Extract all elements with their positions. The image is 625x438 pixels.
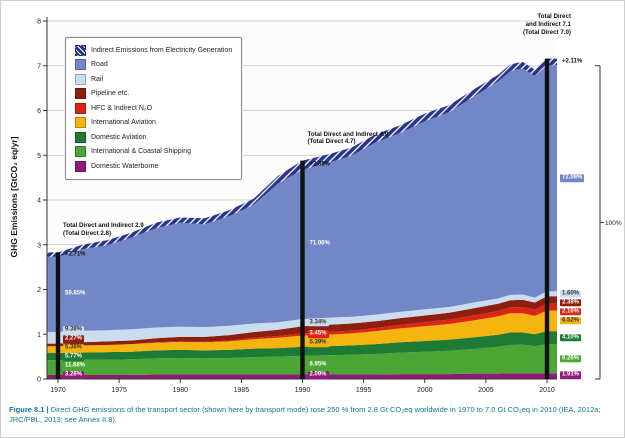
x-tick-label: 1975 (111, 387, 127, 394)
legend-item-dom_waterborne: Domestic Waterborne (75, 160, 232, 172)
legend-label-indirect: Indirect Emissions from Electricity Gene… (91, 46, 233, 54)
x-tick-label: 2005 (478, 387, 494, 394)
legend-item-indirect: Indirect Emissions from Electricity Gene… (75, 44, 233, 56)
y-tick-label: 0 (37, 377, 41, 384)
total-bar-1990 (300, 160, 305, 379)
area-dom_aviation (47, 331, 557, 361)
total-bar-1970 (55, 252, 61, 379)
legend-swatch-shipping-icon (75, 146, 86, 158)
legend-label-intl_aviation: International Aviation (91, 119, 156, 127)
legend-swatch-road-icon (75, 59, 86, 71)
legend-item-rail: Rail (75, 73, 232, 85)
x-tick-label: 1995 (356, 387, 372, 394)
y-tick-label: 5 (37, 153, 41, 160)
legend-label-rail: Rail (91, 75, 104, 83)
y-tick-label: 7 (37, 63, 41, 70)
chart-legend: Indirect Emissions from Electricity Gene… (65, 37, 243, 180)
legend-label-shipping: International & Coastal Shipping (91, 148, 192, 156)
figure-caption: Figure 8.1 | Direct GHG emissions of the… (1, 399, 624, 425)
hundred-percent-label: 100% (605, 220, 622, 227)
legend-swatch-rail-icon (75, 73, 86, 85)
figure-caption-text: Direct GHG emissions of the transport se… (9, 405, 601, 424)
x-tick-label: 1970 (50, 387, 66, 394)
figure-caption-label: Figure 8.1 | (9, 405, 49, 414)
y-tick-label: 8 (37, 19, 41, 26)
area-rail (47, 291, 557, 344)
legend-item-hfc_n2o: HFC & Indirect N₂O (75, 102, 232, 114)
y-tick-label: 3 (37, 242, 41, 249)
legend-item-shipping: International & Coastal Shipping (75, 146, 232, 158)
legend-label-pipeline: Pipeline etc. (91, 90, 130, 98)
y-tick-label: 1 (37, 332, 41, 339)
total-bar-2010 (544, 58, 550, 380)
area-intl_aviation (47, 310, 557, 353)
x-tick-label: 2010 (539, 387, 555, 394)
legend-swatch-dom_waterborne-icon (75, 160, 86, 172)
x-tick-label: 1990 (295, 387, 311, 394)
x-tick-label: 1980 (172, 387, 188, 394)
y-axis-title: GHG Emissions [GtCO₂ eq/yr] (9, 136, 19, 258)
legend-label-dom_waterborne: Domestic Waterborne (91, 162, 159, 170)
x-tick-label: 1985 (234, 387, 250, 394)
y-tick-label: 4 (37, 198, 41, 205)
legend-label-road: Road (91, 61, 108, 69)
legend-item-dom_aviation: Domestic Aviation (75, 131, 232, 143)
legend-swatch-hfc_n2o-icon (75, 102, 86, 114)
legend-swatch-intl_aviation-icon (75, 117, 86, 129)
ghg-transport-emissions-chart: 0 1 2 3 4 5 6 7 8 1970 1975 1980 1985 1990 1995 2000 200… (1, 1, 624, 399)
legend-swatch-dom_aviation-icon (75, 131, 86, 143)
legend-item-intl_aviation: International Aviation (75, 117, 232, 129)
legend-item-pipeline: Pipeline etc. (75, 88, 232, 100)
legend-swatch-indirect-icon (75, 44, 86, 56)
y-tick-label: 2 (37, 287, 41, 294)
y-tick-label: 6 (37, 108, 41, 115)
x-tick-label: 2000 (417, 387, 433, 394)
legend-swatch-pipeline-icon (75, 88, 86, 100)
legend-label-dom_aviation: Domestic Aviation (91, 133, 147, 141)
legend-item-road: Road (75, 59, 232, 71)
legend-label-hfc_n2o: HFC & Indirect N₂O (91, 104, 153, 112)
stacked-area-chart: 0 1 2 3 4 5 6 7 8 1970 1975 1980 1985 1990 1995 2000 200… (37, 17, 622, 394)
